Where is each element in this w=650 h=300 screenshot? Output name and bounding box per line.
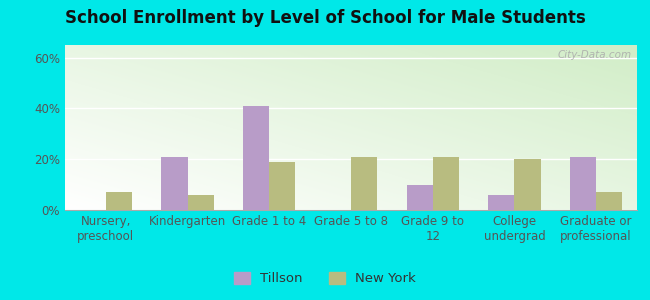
Bar bbox=[488, 195, 514, 210]
Bar bbox=[269, 162, 296, 210]
Bar bbox=[188, 195, 214, 210]
Bar bbox=[596, 192, 622, 210]
Bar bbox=[351, 157, 377, 210]
Bar bbox=[570, 157, 596, 210]
Legend: Tillson, New York: Tillson, New York bbox=[229, 266, 421, 290]
Bar bbox=[433, 157, 459, 210]
Bar bbox=[106, 192, 132, 210]
Text: School Enrollment by Level of School for Male Students: School Enrollment by Level of School for… bbox=[64, 9, 586, 27]
Bar bbox=[243, 106, 269, 210]
Bar bbox=[406, 184, 433, 210]
Text: City-Data.com: City-Data.com bbox=[557, 50, 631, 60]
Bar bbox=[514, 159, 541, 210]
Bar bbox=[161, 157, 188, 210]
